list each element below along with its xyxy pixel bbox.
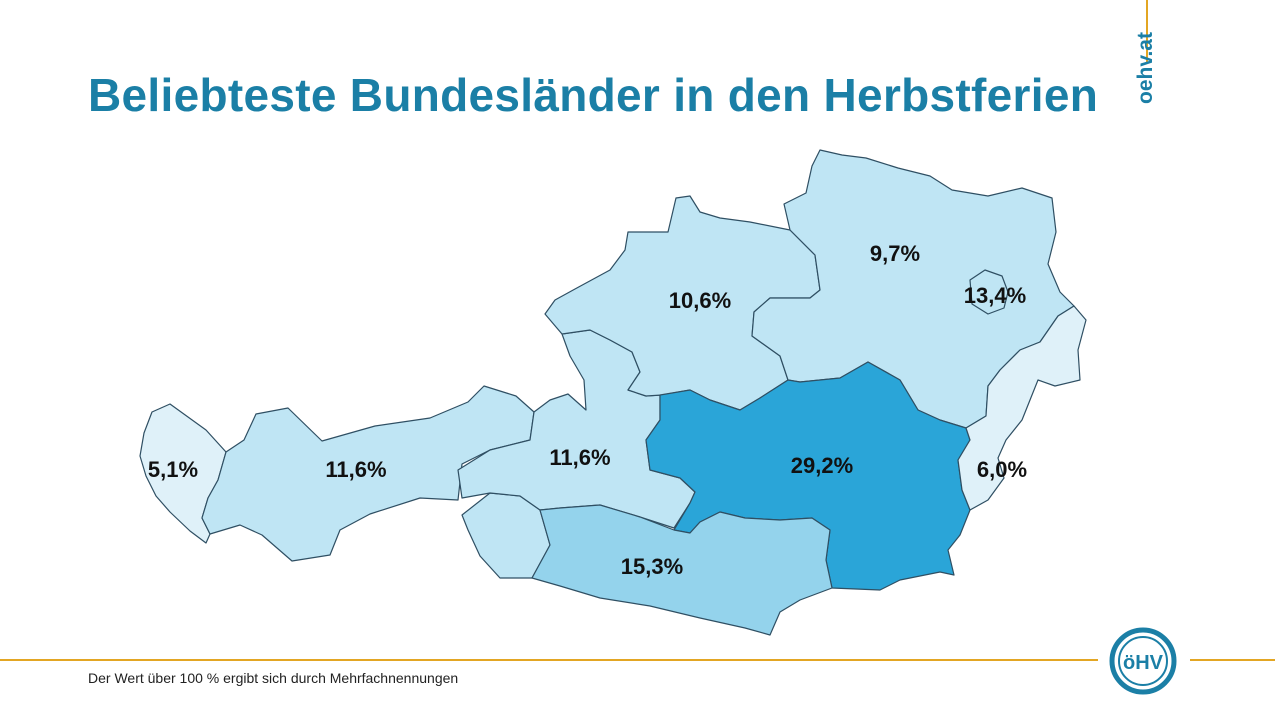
accent-vertical-line [1146,0,1148,62]
value-burgenland: 6,0% [977,457,1027,482]
value-vorarlberg: 5,1% [148,457,198,482]
footer-divider-left [0,659,1098,661]
value-steiermark: 29,2% [791,453,853,478]
footer-divider-right [1190,659,1275,661]
region-burgenland [957,305,1087,511]
value-tirol: 11,6% [325,457,386,482]
region-tirol [201,385,535,562]
region-wien [969,269,1009,315]
value-oberoesterreich: 10,6% [669,288,731,313]
value-niederoesterreich: 9,7% [870,241,920,266]
value-kaernten: 15,3% [621,554,683,579]
value-wien: 13,4% [964,283,1026,308]
region-kaernten [531,504,833,636]
page-title: Beliebteste Bundesländer in den Herbstfe… [88,69,1099,121]
region-steiermark [645,361,971,591]
oehv-logo: öHV [1109,627,1177,695]
value-salzburg: 11,6% [549,445,610,470]
logo-text: öHV [1123,652,1164,674]
footnote: Der Wert über 100 % ergibt sich durch Me… [88,670,459,686]
